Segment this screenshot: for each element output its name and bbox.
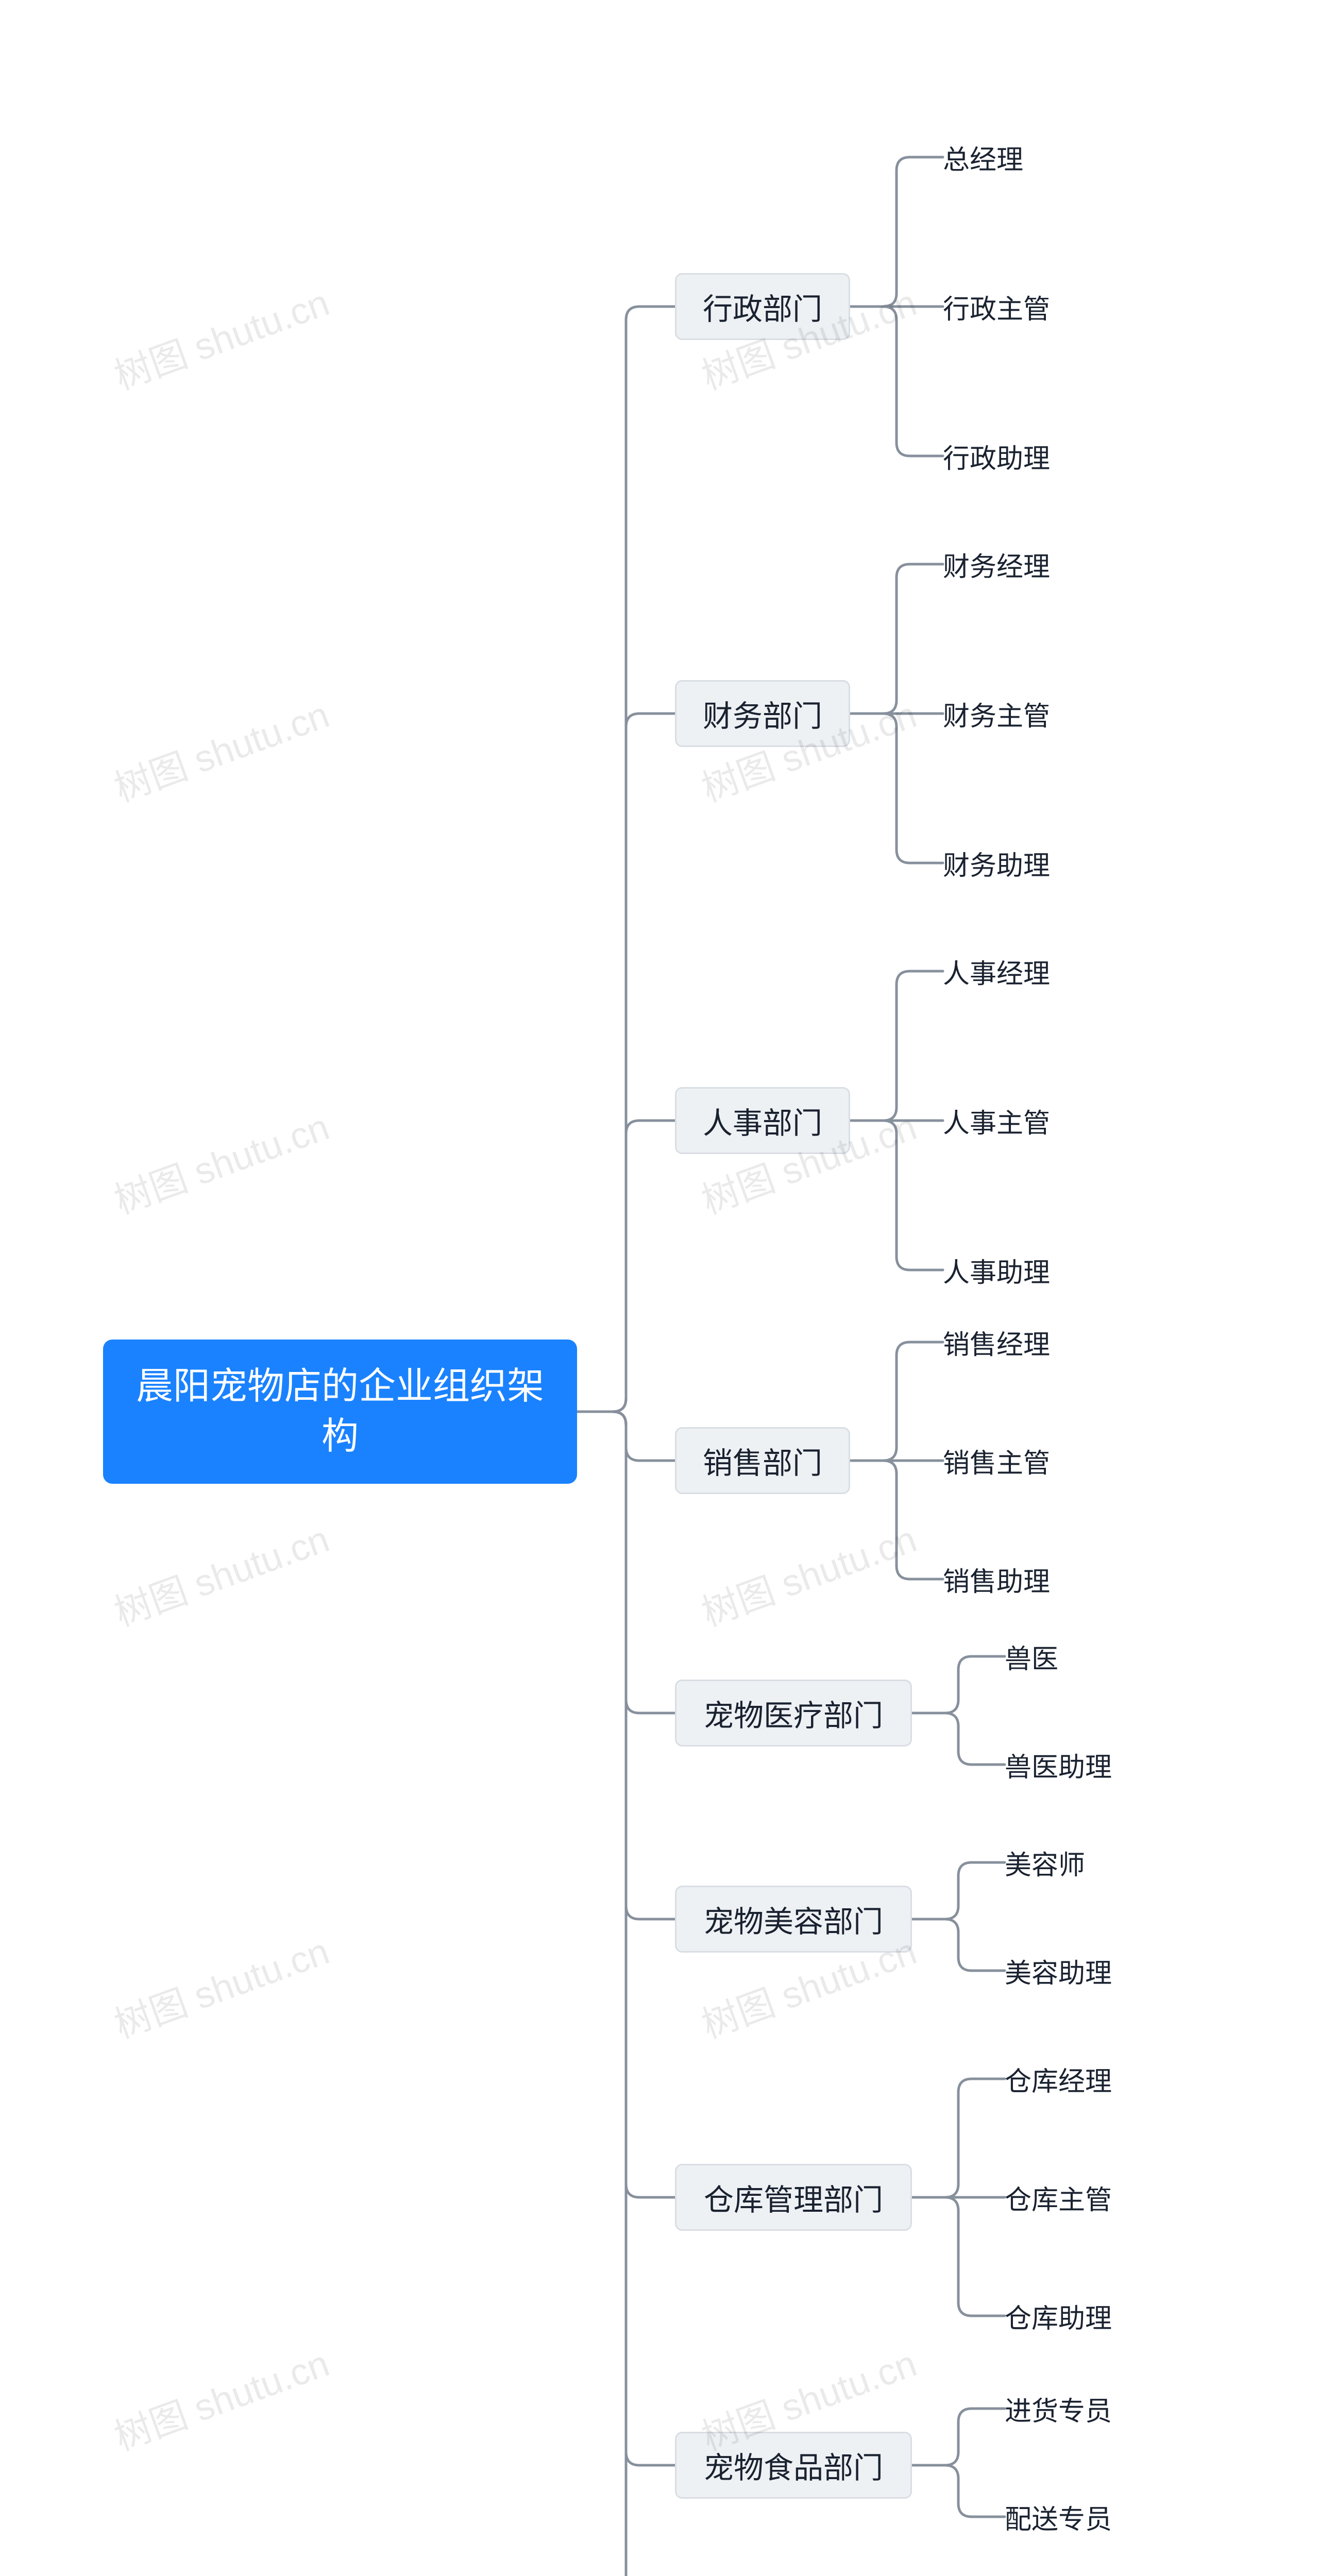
mindmap-stage: 晨阳宠物店的企业组织架构 行政部门 财务部门 人事部门 销售部门 宠物医疗部门 … <box>0 0 1319 2576</box>
leaf-wh-mgr: 仓库经理 <box>1005 2056 1159 2102</box>
leaf-fin-asst: 财务助理 <box>943 840 1097 886</box>
leaf-sales-mgr: 销售经理 <box>943 1319 1097 1365</box>
branch-admin: 行政部门 <box>675 273 850 340</box>
leaf-med-asst: 兽医助理 <box>1005 1741 1159 1788</box>
leaf-label: 美容助理 <box>1005 1952 1112 1990</box>
leaf-label: 行政主管 <box>943 287 1050 326</box>
branch-grooming: 宠物美容部门 <box>675 1886 912 1953</box>
branch-hr: 人事部门 <box>675 1087 850 1154</box>
leaf-admin-sup: 行政主管 <box>943 283 1097 330</box>
branch-medical: 宠物医疗部门 <box>675 1680 912 1747</box>
leaf-hr-asst: 人事助理 <box>943 1247 1097 1293</box>
leaf-admin-gm: 总经理 <box>943 134 1097 180</box>
root-label: 晨阳宠物店的企业组织架构 <box>134 1362 546 1462</box>
leaf-label: 人事助理 <box>943 1251 1050 1290</box>
branch-label: 宠物食品部门 <box>704 2444 883 2487</box>
leaf-label: 进货专员 <box>1005 2389 1112 2428</box>
leaf-sales-asst: 销售助理 <box>943 1556 1097 1602</box>
leaf-label: 财务助理 <box>943 844 1050 883</box>
leaf-food-out: 配送专员 <box>1005 2494 1159 2540</box>
leaf-label: 财务主管 <box>943 694 1050 733</box>
branch-warehouse: 仓库管理部门 <box>675 2164 912 2231</box>
branch-label: 人事部门 <box>703 1099 822 1142</box>
leaf-label: 配送专员 <box>1005 2498 1112 2536</box>
branch-label: 仓库管理部门 <box>704 2176 883 2219</box>
leaf-label: 销售主管 <box>943 1442 1050 1480</box>
branch-sales: 销售部门 <box>675 1427 850 1494</box>
leaf-wh-sup: 仓库主管 <box>1005 2174 1159 2221</box>
leaf-label: 兽医助理 <box>1005 1745 1112 1784</box>
leaf-label: 仓库主管 <box>1005 2178 1112 2217</box>
leaf-label: 兽医 <box>1005 1637 1058 1676</box>
leaf-label: 仓库经理 <box>1005 2060 1112 2098</box>
leaf-fin-sup: 财务主管 <box>943 690 1097 737</box>
branch-label: 财务部门 <box>703 692 822 735</box>
branch-label: 宠物医疗部门 <box>704 1691 883 1735</box>
leaf-hr-mgr: 人事经理 <box>943 948 1097 994</box>
branch-label: 行政部门 <box>703 285 822 328</box>
leaf-label: 财务经理 <box>943 545 1050 584</box>
leaf-sales-sup: 销售主管 <box>943 1437 1097 1484</box>
leaf-groom-stylist: 美容师 <box>1005 1839 1139 1886</box>
branch-finance: 财务部门 <box>675 680 850 747</box>
leaf-label: 销售助理 <box>943 1560 1050 1599</box>
branch-label: 宠物美容部门 <box>704 1897 883 1941</box>
branch-label: 销售部门 <box>703 1439 822 1482</box>
leaf-label: 仓库助理 <box>1005 2297 1112 2335</box>
leaf-label: 总经理 <box>943 138 1023 177</box>
root-node: 晨阳宠物店的企业组织架构 <box>103 1340 577 1484</box>
leaf-food-in: 进货专员 <box>1005 2385 1159 2432</box>
leaf-label: 人事主管 <box>943 1101 1050 1140</box>
leaf-label: 人事经理 <box>943 952 1050 991</box>
leaf-label: 行政助理 <box>943 437 1050 476</box>
leaf-wh-asst: 仓库助理 <box>1005 2293 1159 2339</box>
leaf-label: 销售经理 <box>943 1323 1050 1362</box>
leaf-groom-asst: 美容助理 <box>1005 1947 1159 1994</box>
leaf-admin-asst: 行政助理 <box>943 433 1097 479</box>
leaf-hr-sup: 人事主管 <box>943 1097 1097 1144</box>
leaf-label: 美容师 <box>1005 1843 1085 1882</box>
leaf-med-vet: 兽医 <box>1005 1633 1139 1680</box>
branch-food: 宠物食品部门 <box>675 2432 912 2499</box>
leaf-fin-mgr: 财务经理 <box>943 541 1097 587</box>
